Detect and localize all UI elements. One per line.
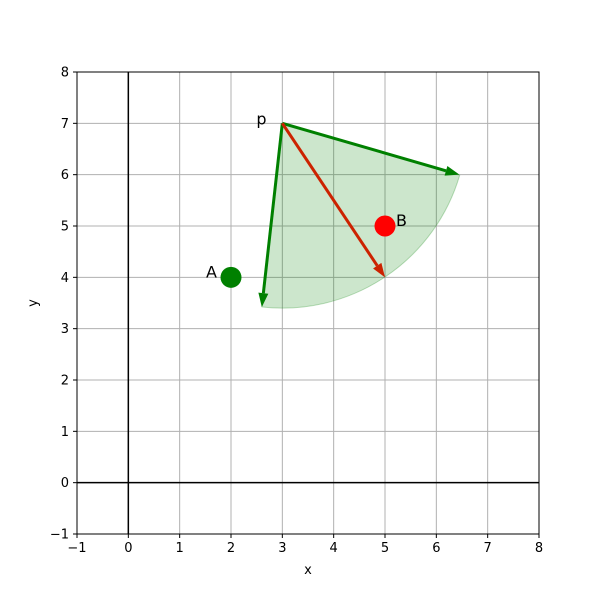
zero-axes xyxy=(77,72,539,534)
point-A xyxy=(220,266,242,288)
points: A Bp xyxy=(206,109,407,288)
plot-frame xyxy=(76,71,540,535)
point-label-A: A xyxy=(206,262,217,281)
x-tick-label: 0 xyxy=(124,541,132,556)
x-tick-label: 8 xyxy=(535,541,543,556)
point-label-B: B xyxy=(396,211,407,230)
y-tick-label: −1 xyxy=(50,528,69,543)
x-tick-label: 3 xyxy=(278,541,286,556)
x-tick-label: 2 xyxy=(227,541,235,556)
y-tick-label: 3 xyxy=(61,322,69,337)
y-tick-label: 0 xyxy=(61,476,69,491)
x-tick-label: 6 xyxy=(432,541,440,556)
y-tick-label: 4 xyxy=(61,271,69,286)
x-axis-label: x xyxy=(304,563,312,578)
vector-shaft xyxy=(281,122,379,267)
point-B xyxy=(374,215,396,237)
y-tick-label: 1 xyxy=(61,425,69,440)
y-tick-label: 5 xyxy=(61,220,69,235)
vector-arrowhead xyxy=(373,262,385,278)
y-axis-label: y xyxy=(26,299,41,307)
y-tick-label: 8 xyxy=(61,66,69,81)
y-tick-label: 7 xyxy=(61,117,69,132)
x-tick-label: 7 xyxy=(484,541,492,556)
origin-label: p xyxy=(256,109,266,128)
x-tick-label: 5 xyxy=(381,541,389,556)
x-tick-label: −1 xyxy=(67,541,86,556)
vector-shaft xyxy=(281,121,447,173)
x-tick-label: 1 xyxy=(176,541,184,556)
ticks: −1 0 1 2 3 4 5 6 7 8 −1 0 1 2 3 4 5 6 7 8 xyxy=(50,66,543,557)
vectors xyxy=(258,121,460,308)
vector-arrowhead xyxy=(258,292,269,308)
y-tick-label: 2 xyxy=(61,374,69,389)
x-tick-label: 4 xyxy=(330,541,338,556)
vector-shaft xyxy=(261,123,284,294)
vector-arrowhead xyxy=(444,165,460,176)
y-tick-label: 6 xyxy=(61,168,69,183)
